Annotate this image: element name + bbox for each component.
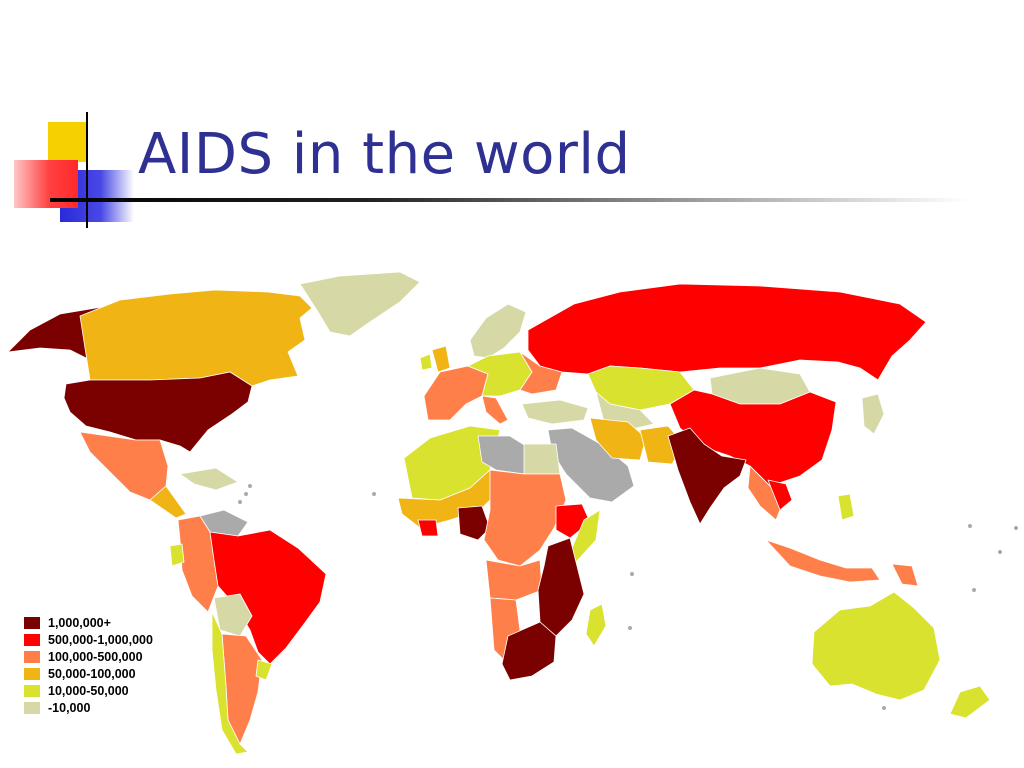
map-region-philippines [837,493,855,521]
map-region-bolivia [213,593,253,637]
legend-swatch [24,701,40,714]
map-region-central-africa [483,469,567,567]
map-region-somalia [571,509,601,563]
map-region-uk [431,345,451,373]
legend-swatch [24,667,40,680]
map-region-egypt [523,443,561,475]
legend-item: -10,000 [24,699,153,716]
legend-item: 500,000-1,000,000 [24,631,153,648]
map-region-mexico [79,431,169,501]
map-region-australia [811,591,941,701]
map-region-ireland [419,353,433,371]
map-region-new-zealand [949,685,991,719]
map-region-southern-africa [501,621,557,681]
map-region-thailand [767,479,793,511]
map-region-ecuador [169,543,185,567]
map-region-west-africa [397,469,499,529]
deco-yellow-square [48,122,86,162]
map-region-middle-east [547,427,635,503]
map-region-indonesia [765,539,881,583]
legend-item: 10,000-50,000 [24,682,153,699]
map-small-islands [238,484,1018,710]
map-region-japan [861,393,885,435]
map-region-india [667,427,747,525]
map-region-italy [481,395,509,425]
map-region-madagascar [585,603,607,647]
legend-swatch [24,616,40,629]
legend-item: 1,000,000+ [24,614,153,631]
map-region-nigeria [457,505,491,541]
map-region-iran [589,417,647,461]
map-region-congo [485,559,543,601]
map-region-east-africa [537,537,585,637]
map-region-papua [891,563,919,587]
legend-label: 500,000-1,000,000 [48,632,153,647]
world-map [7,271,1018,755]
map-region-scandinavia [469,303,527,359]
legend-label: 100,000-500,000 [48,649,143,664]
map-legend: 1,000,000+ 500,000-1,000,000 100,000-500… [24,614,153,716]
title-underline [50,198,970,202]
map-region-western-europe [423,365,489,421]
legend-item: 50,000-100,000 [24,665,153,682]
map-region-usa [63,371,253,453]
deco-vertical-line [86,112,88,228]
map-region-central-america [149,485,187,519]
map-region-canada [79,289,313,387]
map-region-ivory-coast [417,519,439,537]
legend-swatch [24,633,40,646]
map-region-brazil [209,529,327,665]
legend-swatch [24,684,40,697]
map-region-russia [527,283,927,381]
legend-swatch [24,650,40,663]
map-region-caribbean [179,467,239,491]
slide-title: AIDS in the world [138,122,631,187]
legend-label: 1,000,000+ [48,615,111,630]
map-region-uruguay [255,659,273,681]
map-region-turkey [521,399,589,425]
legend-item: 100,000-500,000 [24,648,153,665]
map-region-greenland [299,271,421,337]
legend-label: -10,000 [48,700,91,715]
map-region-chile [211,611,249,755]
legend-label: 50,000-100,000 [48,666,136,681]
legend-label: 10,000-50,000 [48,683,129,698]
